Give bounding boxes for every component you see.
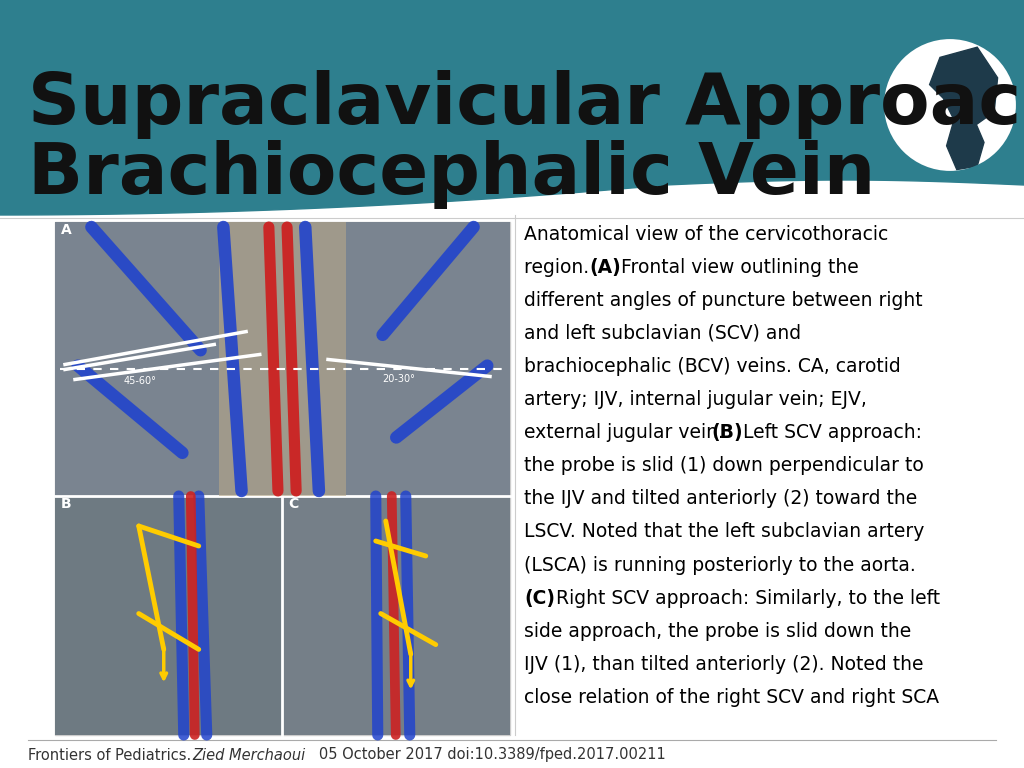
Bar	[55, 222, 510, 496]
Text: 45-60°: 45-60°	[123, 376, 156, 386]
Text: C: C	[288, 497, 298, 511]
Text: region.: region.	[524, 257, 596, 276]
Text: brachiocephalic (BCV) veins. CA, carotid: brachiocephalic (BCV) veins. CA, carotid	[524, 357, 901, 376]
Bar	[55, 496, 282, 735]
Text: artery; IJV, internal jugular vein; EJV,: artery; IJV, internal jugular vein; EJV,	[524, 390, 867, 409]
Text: Supraclavicular Approach to: Supraclavicular Approach to	[28, 70, 1024, 139]
Text: B: B	[61, 497, 72, 511]
Text: LSCV. Noted that the left subclavian artery: LSCV. Noted that the left subclavian art…	[524, 522, 925, 541]
Text: Left SCV approach:: Left SCV approach:	[736, 423, 922, 442]
Text: Zied Merchaoui: Zied Merchaoui	[193, 747, 305, 763]
Text: Right SCV approach: Similarly, to the left: Right SCV approach: Similarly, to the le…	[550, 588, 940, 607]
Text: (A): (A)	[590, 257, 622, 276]
Polygon shape	[930, 47, 997, 129]
Text: IJV (1), than tilted anteriorly (2). Noted the: IJV (1), than tilted anteriorly (2). Not…	[524, 655, 924, 674]
Text: external jugular vein.: external jugular vein.	[524, 423, 730, 442]
Text: Brachiocephalic Vein: Brachiocephalic Vein	[28, 140, 876, 209]
Text: side approach, the probe is slid down the: side approach, the probe is slid down th…	[524, 622, 911, 641]
Text: the IJV and tilted anteriorly (2) toward the: the IJV and tilted anteriorly (2) toward…	[524, 489, 918, 508]
Text: different angles of puncture between right: different angles of puncture between rig…	[524, 291, 923, 310]
Circle shape	[882, 37, 1018, 173]
Text: (C): (C)	[524, 588, 555, 607]
Polygon shape	[0, 0, 1024, 215]
Bar	[282, 496, 510, 735]
Bar	[219, 222, 346, 496]
Text: the probe is slid (1) down perpendicular to: the probe is slid (1) down perpendicular…	[524, 456, 925, 475]
Text: Anatomical view of the cervicothoracic: Anatomical view of the cervicothoracic	[524, 224, 889, 243]
Polygon shape	[946, 118, 984, 170]
Text: (B): (B)	[711, 423, 742, 442]
Text: Frontal view outlining the: Frontal view outlining the	[614, 257, 859, 276]
Text: 05 October 2017 doi:10.3389/fped.2017.00211: 05 October 2017 doi:10.3389/fped.2017.00…	[305, 747, 666, 763]
Text: Frontiers of Pediatrics.: Frontiers of Pediatrics.	[28, 747, 196, 763]
Text: A: A	[61, 223, 72, 237]
Text: 20-30°: 20-30°	[383, 375, 416, 385]
Circle shape	[882, 37, 1018, 173]
Text: and left subclavian (SCV) and: and left subclavian (SCV) and	[524, 324, 802, 343]
Text: close relation of the right SCV and right SCA: close relation of the right SCV and righ…	[524, 688, 940, 707]
Text: (LSCA) is running posteriorly to the aorta.: (LSCA) is running posteriorly to the aor…	[524, 555, 916, 574]
Bar	[55, 222, 510, 735]
